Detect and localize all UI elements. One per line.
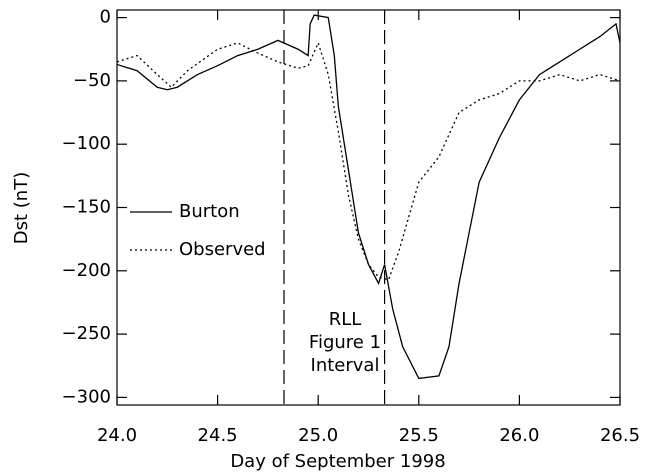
y-tick-label: −200 xyxy=(62,260,111,281)
legend-label: Burton xyxy=(179,201,240,222)
data-line xyxy=(116,14,621,380)
y-tick-label: −100 xyxy=(62,133,111,154)
y-tick-label: −50 xyxy=(73,70,111,91)
x-tick-label: 26.5 xyxy=(600,425,640,446)
y-tick-label: −150 xyxy=(62,197,111,218)
x-tick-label: 24.0 xyxy=(97,425,137,446)
annotation: RLL xyxy=(329,309,362,330)
annotation: Figure 1 xyxy=(309,332,381,353)
x-axis-label: Day of September 1998 xyxy=(230,451,445,472)
x-tick-label: 24.5 xyxy=(198,425,238,446)
legend-label: Observed xyxy=(179,239,266,260)
data-line xyxy=(116,41,621,281)
annotation: Interval xyxy=(311,355,380,376)
x-tick-label: 25.5 xyxy=(399,425,439,446)
y-tick-label: 0 xyxy=(100,7,111,28)
x-tick-label: 26.0 xyxy=(499,425,539,446)
x-tick-label: 25.0 xyxy=(298,425,338,446)
y-axis-label: Dst (nT) xyxy=(11,172,32,244)
y-tick-label: −250 xyxy=(62,323,111,344)
y-tick-label: −300 xyxy=(62,386,111,407)
